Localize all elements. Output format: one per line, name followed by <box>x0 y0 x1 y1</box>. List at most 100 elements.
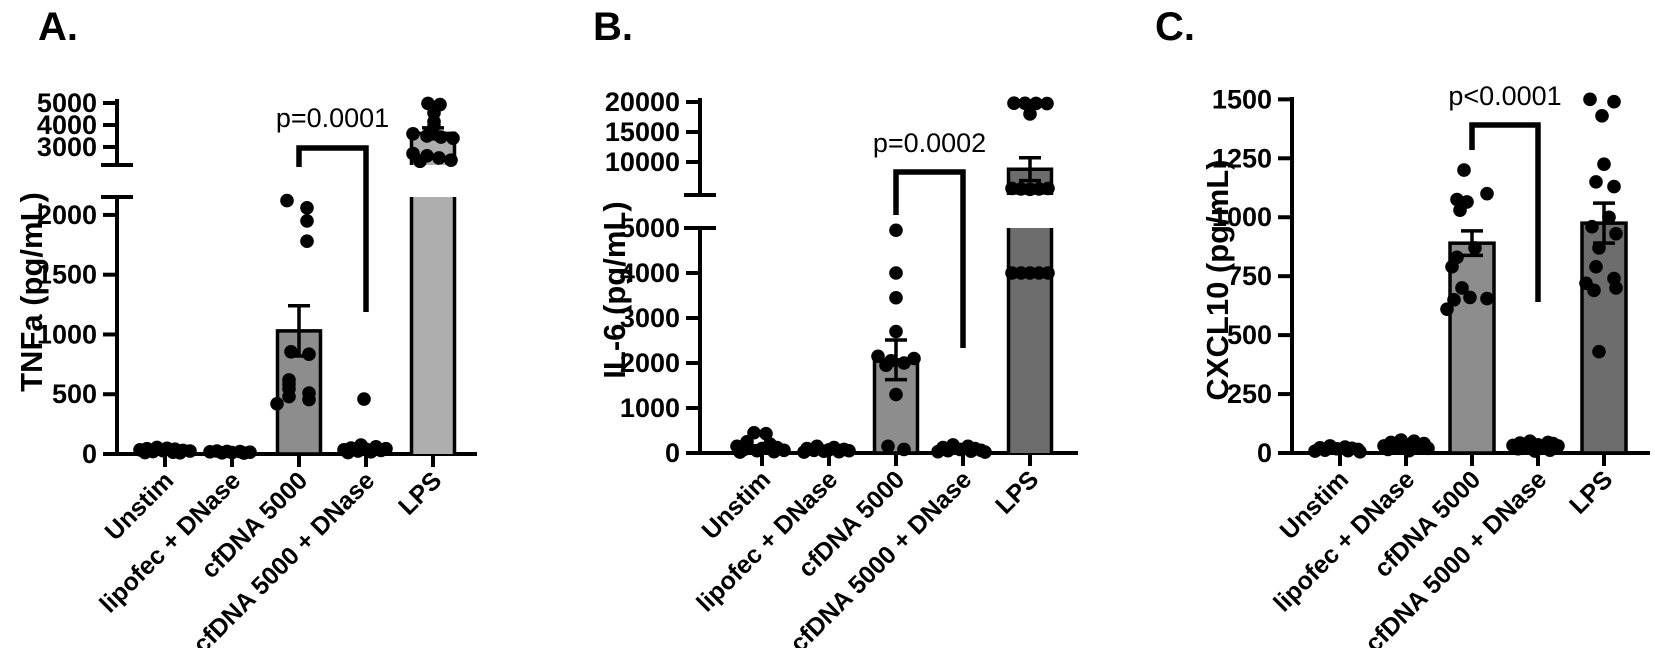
data-point <box>931 444 945 459</box>
tick-label: 1500 <box>1212 84 1272 114</box>
data-point <box>889 290 903 305</box>
data-point <box>767 444 781 459</box>
data-point <box>364 445 378 459</box>
tick-label: 15000 <box>605 117 680 147</box>
significance-bracket <box>1469 122 1541 302</box>
data-point <box>1592 241 1606 255</box>
tick-label: 4000 <box>37 110 97 140</box>
data-point <box>1023 107 1037 121</box>
data-point <box>237 446 251 460</box>
data-point <box>1447 292 1461 307</box>
data-point <box>1018 96 1032 111</box>
data-point <box>446 131 460 145</box>
data-point <box>897 442 911 457</box>
tick-label: 3000 <box>620 303 680 333</box>
significance-bracket <box>893 169 966 348</box>
data-point <box>1468 241 1482 255</box>
data-point <box>897 356 911 370</box>
tick-label: 1000 <box>1212 202 1272 232</box>
panel-letter: C. <box>1155 5 1195 49</box>
data-point <box>1341 443 1355 458</box>
data-point <box>797 445 811 459</box>
data-point <box>871 349 885 364</box>
tick-label: 0 <box>82 439 97 469</box>
data-point <box>978 445 992 459</box>
error-bar-lps <box>1019 156 1041 183</box>
tick-label: 5000 <box>37 88 97 118</box>
data-point <box>1463 290 1477 305</box>
data-point <box>1592 344 1606 359</box>
p-value-label: p=0.0002 <box>873 128 986 158</box>
tick-label: 5000 <box>620 213 680 243</box>
data-point <box>1453 203 1467 217</box>
data-point <box>1318 443 1332 457</box>
data-point <box>1440 302 1454 316</box>
data-point <box>302 392 316 407</box>
data-point <box>406 126 420 141</box>
data-point <box>203 445 217 459</box>
data-point <box>964 444 978 459</box>
tick-label: 2000 <box>37 200 97 230</box>
data-point <box>444 153 458 167</box>
category-label-lps: LPS <box>393 466 447 520</box>
data-point <box>1609 281 1623 295</box>
data-point <box>1041 181 1055 196</box>
p-value-label: p<0.0001 <box>1448 81 1561 111</box>
data-point <box>341 445 355 460</box>
data-point <box>1480 291 1494 306</box>
p-value-label: p=0.0001 <box>276 103 389 133</box>
data-point <box>225 445 239 460</box>
tick-label: 750 <box>1227 261 1272 291</box>
data-point <box>173 446 187 460</box>
significance-bracket <box>296 145 369 312</box>
category-label-lps: LPS <box>990 465 1044 519</box>
data-point <box>215 446 229 460</box>
tick-label: 2000 <box>620 348 680 378</box>
data-point <box>1528 444 1542 458</box>
data-point <box>357 392 371 406</box>
panel-letter: A. <box>38 5 78 49</box>
data-point <box>1308 444 1322 458</box>
panel-c: C.CXCL10 (pg/mL)0250500750100012501500Un… <box>1155 5 1650 648</box>
data-point <box>1040 96 1054 111</box>
tick-label: 1000 <box>37 319 97 349</box>
data-point <box>1041 266 1055 280</box>
data-point <box>1445 259 1459 274</box>
tick-label: 0 <box>665 438 680 468</box>
tick-label: 1500 <box>37 260 97 290</box>
data-point <box>881 439 895 454</box>
data-point <box>1421 441 1435 456</box>
data-point <box>879 358 893 373</box>
data-point <box>302 347 316 361</box>
data-point <box>420 129 434 143</box>
data-point <box>1589 259 1603 274</box>
data-point <box>1029 96 1043 111</box>
bar-cfdna-5000 <box>1448 241 1496 455</box>
tick-label: 250 <box>1227 379 1272 409</box>
data-point <box>889 266 903 280</box>
data-point <box>374 443 388 458</box>
tick-label: 500 <box>1227 320 1272 350</box>
data-point <box>300 214 314 228</box>
bar-lps-lower <box>411 197 455 454</box>
data-point <box>817 444 831 459</box>
data-point <box>842 443 856 458</box>
tick-label: 4000 <box>620 258 680 288</box>
y-axis-title: TNFa (pg/mL) <box>14 192 49 392</box>
data-point <box>1609 226 1623 241</box>
data-point <box>434 130 448 144</box>
data-point <box>1480 186 1494 201</box>
data-point <box>427 119 441 133</box>
data-point <box>282 389 296 404</box>
tick-label: 20000 <box>605 87 680 117</box>
data-point <box>759 426 773 441</box>
data-point <box>351 444 365 458</box>
data-point <box>270 396 284 411</box>
data-point <box>1353 445 1367 459</box>
tick-label: 1000 <box>620 393 680 423</box>
data-point <box>1457 163 1471 177</box>
tick-label: 0 <box>1257 438 1272 468</box>
data-point <box>777 443 791 458</box>
